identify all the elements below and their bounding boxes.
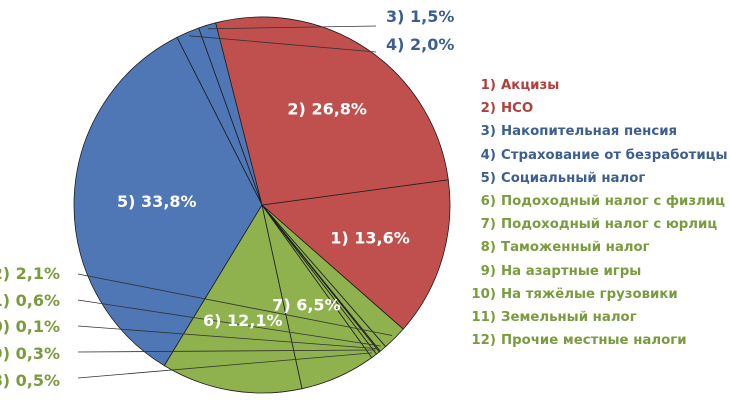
legend-text: Таможенный налог xyxy=(501,240,650,256)
legend-num: 10) xyxy=(471,286,496,302)
slice-label-9: 9) 0,3% xyxy=(0,344,60,363)
legend-item-1: 1) Акцизы xyxy=(466,74,730,97)
legend-num: 1) xyxy=(480,78,496,93)
legend-text: На тяжёлые грузовики xyxy=(501,286,678,302)
slice-label-1: 1) 13,6% xyxy=(330,229,410,248)
legend-item-6: 6) Подоходный налог с физлиц xyxy=(466,190,730,213)
legend-text: НСО xyxy=(501,101,534,117)
slice-label-10: 10) 0,1% xyxy=(0,317,60,336)
slice-label-7: 7) 6,5% xyxy=(272,296,340,315)
legend-item-10: 10) На тяжёлые грузовики xyxy=(466,283,730,306)
slice-label-8: 8) 0,5% xyxy=(0,371,60,390)
leader-line-4 xyxy=(189,35,377,53)
legend-item-2: 2) НСО xyxy=(466,97,730,120)
slice-label-6: 6) 12,1% xyxy=(203,311,283,330)
leader-line-3 xyxy=(208,25,377,30)
leader-line-9 xyxy=(77,349,376,353)
legend-text: Земельный налог xyxy=(501,309,637,325)
legend-num: 7) xyxy=(480,217,496,233)
leader-line-12 xyxy=(77,273,393,336)
legend-item-5: 5) Социальный налог xyxy=(466,167,730,190)
slice-label-11: 11) 0,6% xyxy=(0,291,60,310)
pie-slices xyxy=(73,16,451,394)
legend-item-12: 12) Прочие местные налоги xyxy=(466,329,730,352)
legend-item-11: 11) Земельный налог xyxy=(466,306,730,329)
pie-slice-5 xyxy=(73,36,263,367)
legend-num: 9) xyxy=(480,263,496,279)
slice-label-5: 5) 33,8% xyxy=(117,192,197,211)
legend-item-9: 9) На азартные игры xyxy=(466,260,730,283)
slice-label-2: 2) 26,8% xyxy=(287,99,367,118)
legend-text: Прочие местные налоги xyxy=(501,333,687,349)
legend-num: 6) xyxy=(480,193,496,209)
legend-num: 4) xyxy=(480,147,496,163)
slice-label-4: 4) 2,0% xyxy=(386,35,454,54)
legend-num: 5) xyxy=(480,170,496,186)
leader-line-11 xyxy=(77,299,381,347)
label-leader-lines xyxy=(77,25,393,379)
legend: 1) Акцизы 2) НСО 3) Накопительная пенсия 4)… xyxy=(466,74,730,352)
legend-item-8: 8) Таможенный налог xyxy=(466,236,730,259)
legend-text: Страхование от безработицы xyxy=(501,147,728,163)
leader-line-8 xyxy=(77,352,372,379)
pie-slice-1 xyxy=(261,179,451,330)
legend-item-4: 4) Страхование от безработицы xyxy=(466,144,730,167)
legend-text: На азартные игры xyxy=(501,263,642,279)
slice-labels: 1) 13,6% 2) 26,8% 3) 1,5% 4) 2,0% 5) 33,8% 6)… xyxy=(0,7,454,390)
legend-num: 12) xyxy=(471,333,496,349)
legend-text: Социальный налог xyxy=(501,170,646,186)
legend-num: 8) xyxy=(480,240,496,256)
legend-num: 2) xyxy=(480,101,496,117)
slice-label-12: 12) 2,1% xyxy=(0,264,60,283)
legend-text: Акцизы xyxy=(501,78,560,93)
legend-text: Подоходный налог с физлиц xyxy=(501,193,726,209)
leader-line-10 xyxy=(77,325,378,349)
legend-num: 3) xyxy=(480,124,496,140)
pie-slice-12 xyxy=(261,204,404,348)
legend-item-3: 3) Накопительная пенсия xyxy=(466,120,730,143)
pie-slice-2 xyxy=(215,16,449,206)
slice-label-3: 3) 1,5% xyxy=(386,7,454,26)
legend-item-7: 7) Подоходный налог с юрлиц xyxy=(466,213,730,236)
legend-text: Подоходный налог с юрлиц xyxy=(501,217,718,233)
legend-text: Накопительная пенсия xyxy=(501,124,678,140)
legend-num: 11) xyxy=(471,309,496,325)
